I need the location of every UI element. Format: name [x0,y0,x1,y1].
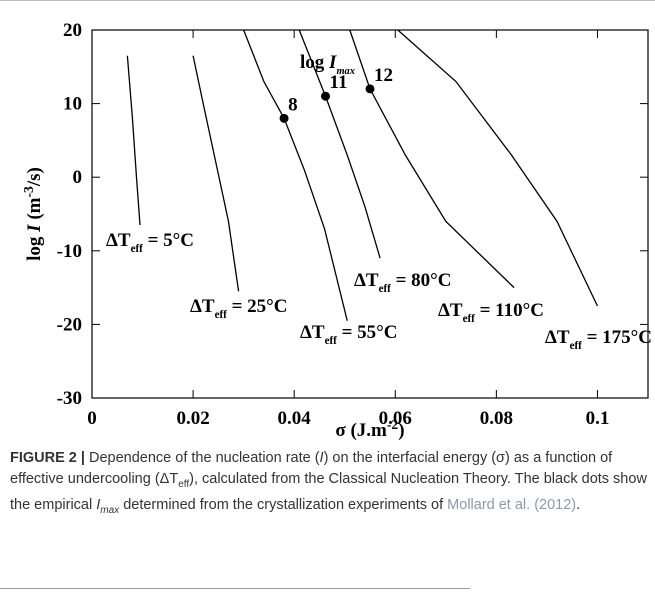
x-tick-label: 0.02 [176,408,209,429]
curve-label: ΔTeff = 80°C [354,270,452,295]
curve-label-part: eff [131,243,144,255]
y-tick-label: -20 [57,314,82,335]
x-axis-label-part: -2 [387,417,399,432]
annotation-part: I [328,52,337,73]
imax-dot [321,91,331,101]
y-axis-label-part: (m [24,197,45,224]
curve-label-part: = 110°C [475,300,544,321]
curve-label-part: ΔT [354,270,379,291]
curve-label-part: eff [325,335,338,347]
x-axis-label-part: ) [398,420,404,440]
curve-label: ΔTeff = 110°C [438,300,544,325]
curve [349,29,515,289]
annotation-part: log [300,52,329,73]
y-axis-label-part: log [24,232,45,261]
curve-label-part: ΔT [190,296,215,317]
curve-label-part: = 25°C [227,296,288,317]
x-tick-label: 0.04 [278,408,312,429]
imax-label: 11 [330,72,348,93]
curve [397,29,599,307]
y-tick-label: 0 [73,167,83,188]
curve-label-part: = 175°C [582,327,652,348]
caption-text: ) on the interfacial energy (σ) as a fun… [10,450,613,487]
curve-label-part: eff [379,283,392,295]
curve-label-part: ΔT [300,322,325,343]
y-axis-label: log I (m-3/s) [21,167,46,261]
caption-text: eff [178,478,190,490]
y-axis-label-part: -3 [21,186,36,198]
x-tick-label: 0.06 [379,408,412,429]
top-rule [0,0,655,1]
chart: 0 0.02 0.04 0.06 0.08 0.1 -30 -20 -10 0 10 20 σ (J.m… [21,20,653,441]
y-tick-label: 20 [63,20,82,41]
y-axis-label-part: I [24,224,45,233]
curve [298,29,381,259]
y-tick-label: -30 [57,388,82,409]
caption-text[interactable]: Mollard et al. (2012) [447,496,577,513]
caption: FIGURE 2 | Dependence of the nucleation … [10,448,650,521]
annotation: log Imax [300,52,355,77]
curve-label: ΔTeff = 5°C [106,230,194,255]
caption-text: ), calculated from the Classical Nucleat… [10,471,647,513]
curve [126,55,141,226]
x-axis-label: σ (J.m-2) [335,417,404,441]
curve-label-part: eff [463,313,476,325]
curve-label-part: = 5°C [143,230,194,251]
y-tick-label: 10 [63,94,82,115]
curve-label-part: ΔT [438,300,463,321]
x-tick-label: 0.1 [586,408,610,429]
bottom-rule [0,588,470,589]
curve-label-part: ΔT [106,230,131,251]
curve-label: ΔTeff = 55°C [300,322,398,347]
caption-label: FIGURE 2 | [10,450,85,466]
y-axis-label-part: /s) [24,167,45,187]
curve-label-part: ΔT [545,327,570,348]
curve [243,29,348,321]
imax-dot [365,84,375,94]
x-axis-label-part: σ (J.m [335,420,387,440]
caption-text: I [96,496,101,513]
curve [192,55,240,292]
imax-dot [279,113,289,123]
curve-label-part: = 80°C [391,270,452,291]
curve-label-part: eff [215,309,228,321]
curve-label-part: = 55°C [337,322,398,343]
curve-label-part: eff [570,340,583,352]
caption-text: I [319,450,324,466]
y-tick-label: -10 [57,241,82,262]
x-tick-label: 0 [87,408,97,429]
caption-text: Dependence of the nucleation rate ( [84,450,320,466]
curve-label: ΔTeff = 175°C [545,327,652,352]
caption-text: max [100,504,120,516]
curve-label: ΔTeff = 25°C [190,296,288,321]
annotation-part: max [336,66,354,77]
caption-text: determined from the crystallization expe… [119,496,448,513]
caption-text: . [576,496,581,513]
imax-label: 8 [288,94,298,115]
imax-label: 12 [374,65,393,86]
x-tick-label: 0.08 [480,408,513,429]
plot-frame [91,29,649,399]
